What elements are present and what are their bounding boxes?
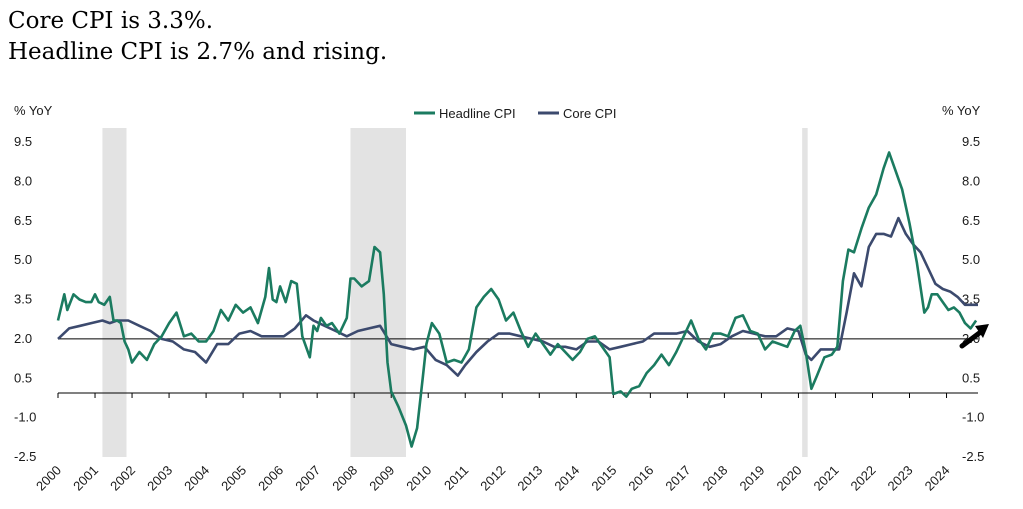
x-tick-label: 2005 [218,463,249,494]
x-tick-label: 2009 [366,463,397,494]
recession-shading [102,128,808,457]
y-tick-label-left: 5.0 [14,252,32,267]
y-tick-label-left: 2.0 [14,331,32,346]
y-ticks: 9.59.58.08.06.56.55.05.03.53.52.02.00.50… [14,134,984,464]
x-tick-label: 2007 [292,463,323,494]
y-tick-label-left: 9.5 [14,134,32,149]
x-tick-label: 2018 [699,463,730,494]
x-tick-label: 2015 [588,463,619,494]
x-tick-label: 2014 [551,463,582,494]
headline-line-2: Headline CPI is 2.7% and rising. [8,39,388,65]
x-tick-label: 2012 [477,463,508,494]
legend-label-core: Core CPI [563,106,616,121]
y-tick-label-right: 5.0 [962,252,980,267]
x-tick-label: 2000 [33,463,64,494]
x-tick-label: 2002 [107,463,138,494]
rising-arrow [959,324,989,349]
y-tick-label-right: -1.0 [962,410,984,425]
x-tick-label: 2004 [181,463,212,494]
x-tick-label: 2017 [662,463,693,494]
y-tick-label-left: 0.5 [14,370,32,385]
series-headline-cpi-line [56,151,978,448]
headline: Core CPI is 3.3%. Headline CPI is 2.7% a… [8,6,387,68]
x-tick-label: 2022 [848,463,879,494]
headline-line-1: Core CPI is 3.3%. [8,8,214,34]
series-core-cpi-line [57,216,978,377]
x-tick-label: 2019 [736,463,767,494]
y-tick-label-right: 9.5 [962,134,980,149]
x-tick-label: 2001 [70,463,101,494]
x-tick-label: 2023 [885,463,916,494]
x-tick-label: 2021 [811,463,842,494]
legend: Headline CPI Core CPI [414,106,616,121]
y-tick-label-left: -2.5 [14,449,36,464]
x-tick-label: 2003 [144,463,175,494]
y-tick-label-right: 3.5 [962,292,980,307]
x-tick-label: 2013 [514,463,545,494]
x-tick-label: 2006 [255,463,286,494]
y-axis-label-left: % YoY [14,103,53,118]
y-tick-label-right: -2.5 [962,449,984,464]
x-tick-label: 2020 [774,463,805,494]
y-tick-label-left: 3.5 [14,292,32,307]
arrow-head [975,324,989,338]
x-tick-label: 2008 [329,463,360,494]
x-ticks: 2000 2001 2002 2003 2004 2005 2006 2007 2008 2009… [33,393,953,494]
arrow-shaft [959,328,985,349]
x-tick-label: 2016 [625,463,656,494]
y-tick-label-right: 6.5 [962,213,980,228]
y-axis-label-right: % YoY [942,103,981,118]
y-tick-label-left: -1.0 [14,410,36,425]
x-tick-label: 2024 [922,463,953,494]
legend-label-headline: Headline CPI [439,106,516,121]
x-tick-label: 2011 [441,463,471,493]
y-tick-label-right: 0.5 [962,370,980,385]
recession-bar [802,128,808,457]
y-tick-label-left: 8.0 [14,173,32,188]
y-tick-label-left: 6.5 [14,213,32,228]
y-tick-label-right: 8.0 [962,173,980,188]
recession-bar [102,128,127,457]
x-tick-label: 2010 [403,463,434,494]
